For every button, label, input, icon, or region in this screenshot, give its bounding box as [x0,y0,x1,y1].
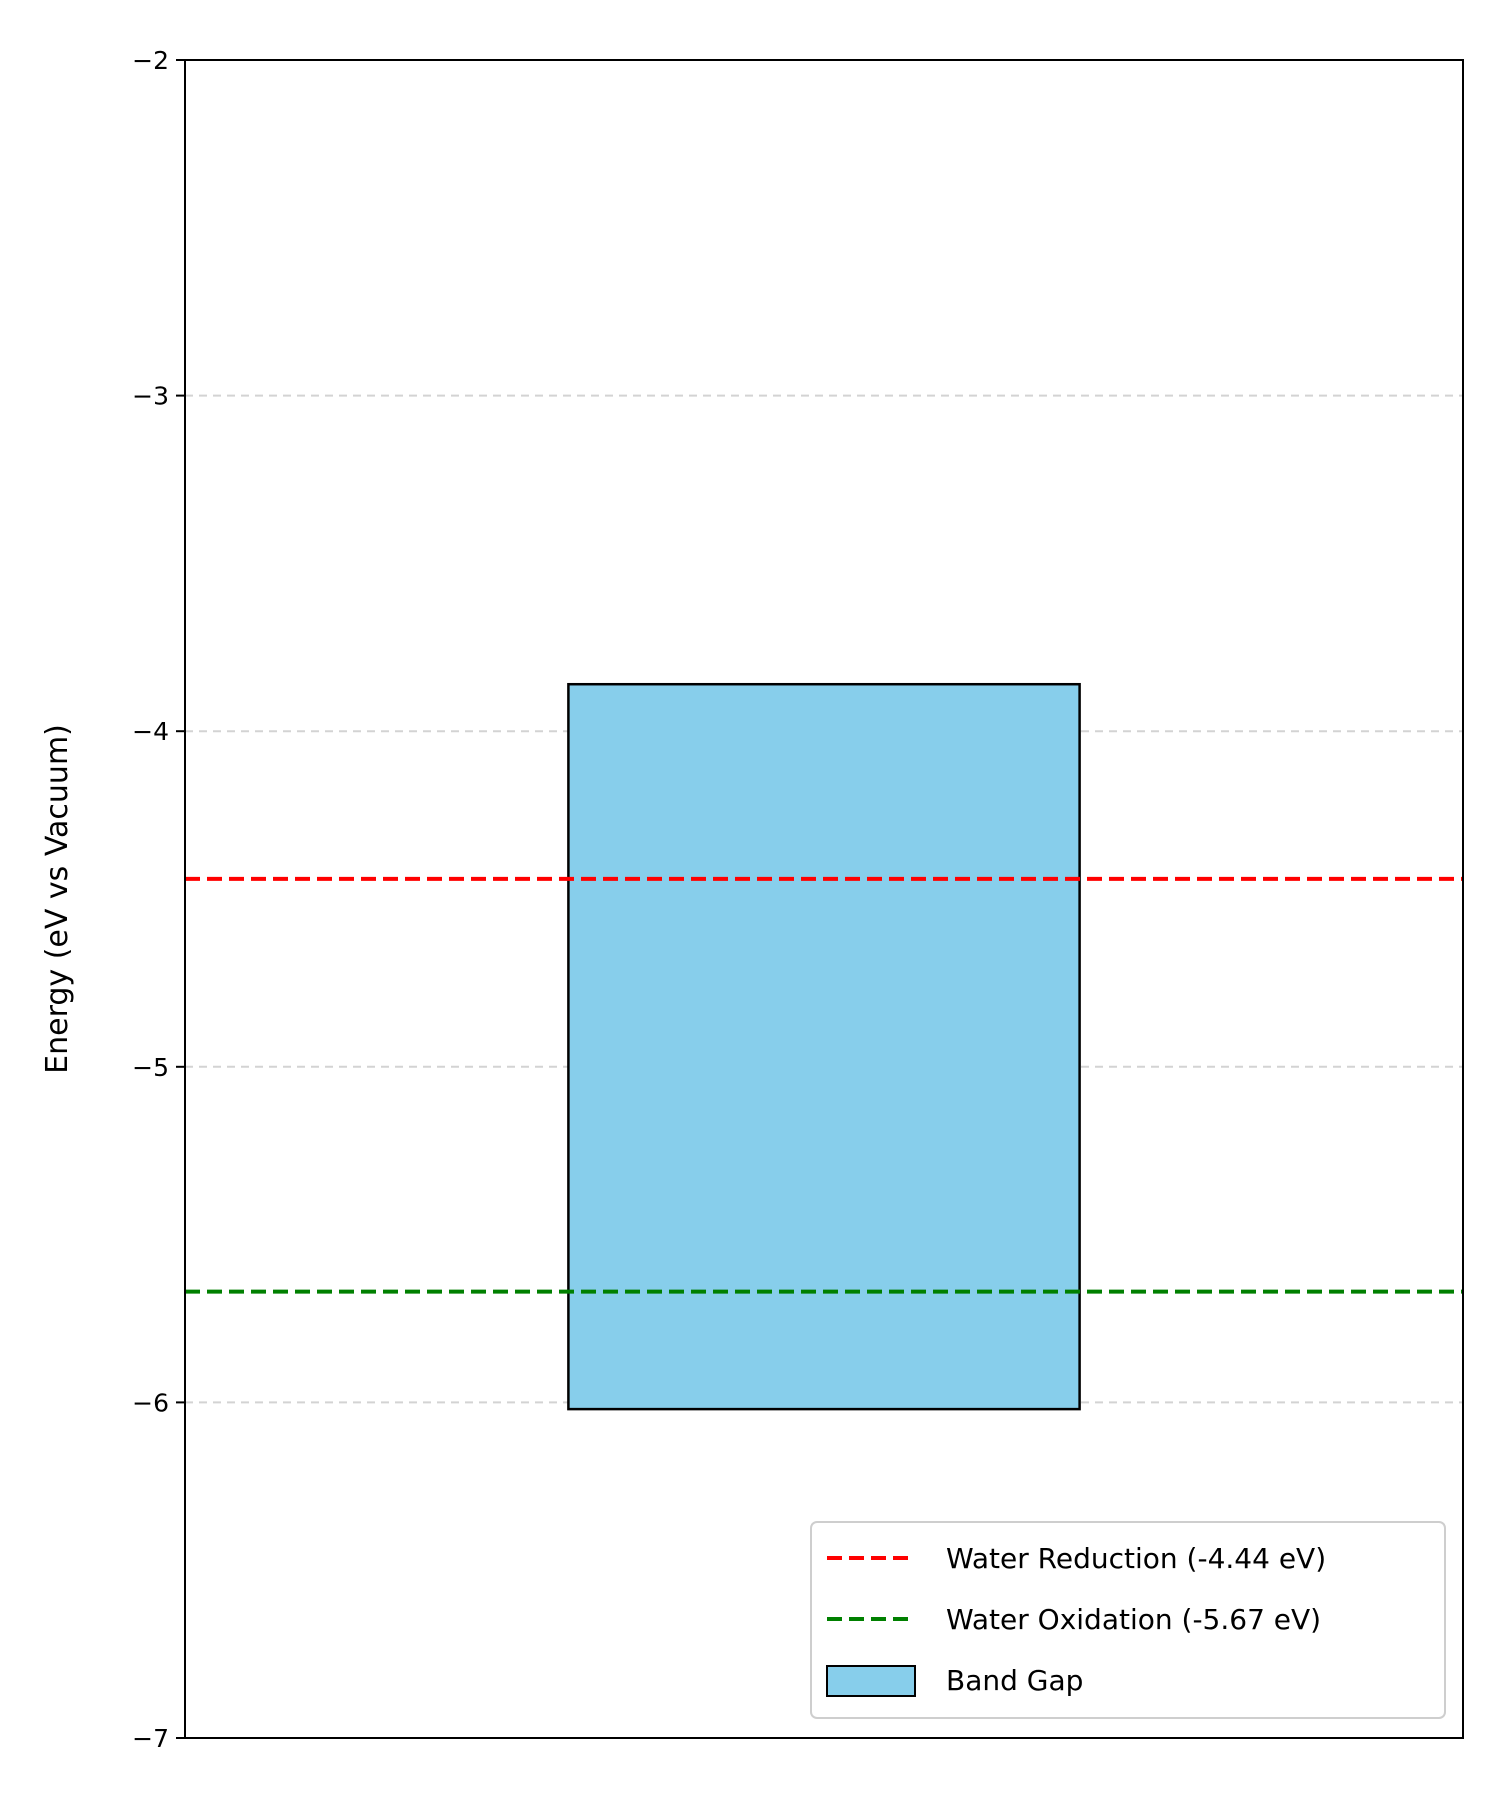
band-gap-bar [567,682,1081,1411]
y-tick-label: −4 [132,717,169,746]
legend-label: Water Reduction (-4.44 eV) [946,1542,1326,1575]
y-tick-label: −7 [132,1724,169,1753]
y-tick-label: −3 [132,382,169,411]
y-tick-label: −2 [132,46,169,75]
y-tick-label: −5 [132,1053,169,1082]
legend: Water Reduction (-4.44 eV) Water Oxidatio… [810,1521,1446,1719]
legend-patch-swatch [826,1665,916,1697]
plot-frame [184,59,1464,1739]
legend-label: Water Oxidation (-5.67 eV) [946,1603,1321,1636]
y-tick-label: −6 [132,1388,169,1417]
bar-layer [567,682,1081,1411]
y-axis-title: Energy (eV vs Vacuum) [40,724,75,1074]
legend-box [810,1521,1446,1719]
legend-label: Band Gap [946,1664,1083,1697]
grid-layer [185,394,1463,1404]
line-layer [185,876,1463,1294]
y-axis: −2 −3 −4 −5 −6 −7 [132,46,185,1753]
